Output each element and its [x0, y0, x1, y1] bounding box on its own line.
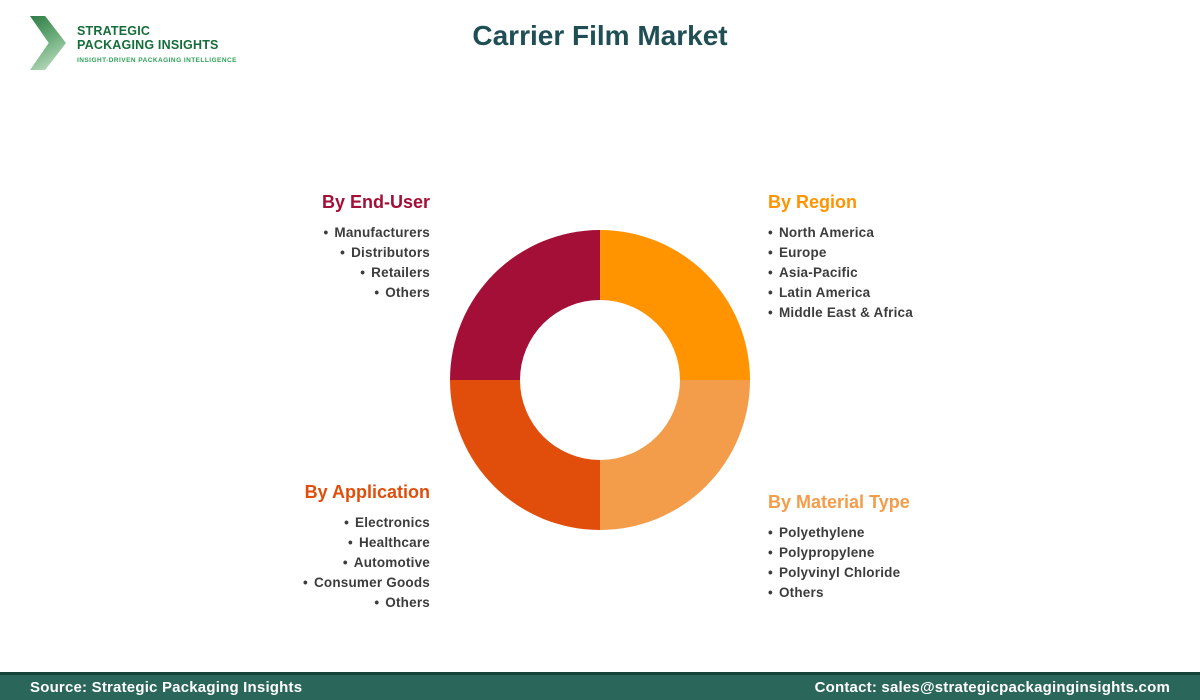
bullet-icon: • [374, 285, 380, 300]
legend-list: • North America • Europe • Asia-Pacific • Latin… [768, 223, 1068, 323]
legend-item-label: North America [778, 225, 875, 240]
legend-item: • Others [768, 583, 1068, 603]
segment-heading: By Application [304, 482, 430, 502]
donut-chart [450, 230, 750, 530]
legend-item: • Latin America [768, 283, 1068, 303]
legend-item: • Healthcare [130, 533, 430, 553]
legend-item: • Manufacturers [130, 223, 430, 243]
bullet-icon: • [348, 535, 353, 550]
legend-list: • Electronics • Healthcare • Automotive • Consu… [130, 513, 430, 613]
bullet-icon: • [768, 565, 773, 580]
bullet-icon: • [768, 545, 773, 560]
legend-item: • Asia-Pacific [768, 263, 1068, 283]
legend-item: • Retailers [130, 263, 430, 283]
legend-item: • Consumer Goods [130, 573, 430, 593]
legend-item: • Polyethylene [768, 523, 1068, 543]
footer-bar: Source: Strategic Packaging Insights Con… [0, 672, 1200, 700]
bullet-icon: • [768, 585, 773, 600]
legend-item-label: Automotive [353, 555, 430, 570]
logo-text: STRATEGIC PACKAGING INSIGHTS INSIGHT-DRI… [77, 24, 237, 70]
bullet-icon: • [342, 555, 348, 570]
legend-item-label: Consumer Goods [313, 575, 430, 590]
legend-item: • Polyvinyl Chloride [768, 563, 1068, 583]
bullet-icon: • [340, 245, 346, 260]
legend-item-label: Retailers [371, 265, 430, 280]
segment-block-application: By Application • Electronics • Healthcare • A… [130, 482, 430, 613]
logo-name-line1: STRATEGIC [77, 24, 151, 38]
bullet-icon: • [768, 525, 773, 540]
bullet-icon: • [303, 575, 308, 590]
bullet-icon: • [323, 225, 329, 240]
legend-item-label: Others [385, 595, 430, 610]
legend-item-label: Latin America [778, 285, 871, 300]
legend-item-label: Others [385, 285, 430, 300]
legend-item: • Distributors [130, 243, 430, 263]
legend-item-label: Polypropylene [778, 545, 875, 560]
bullet-icon: • [768, 265, 773, 280]
segment-heading: By Material Type [768, 492, 910, 512]
bullet-icon: • [768, 305, 773, 320]
legend-list: • Manufacturers • Distributors • Retailers • Ot… [130, 223, 430, 303]
legend-item-label: Asia-Pacific [778, 265, 858, 280]
legend-item-label: Electronics [355, 515, 430, 530]
segment-heading: By End-User [321, 192, 430, 212]
bullet-icon: • [768, 225, 773, 240]
bullet-icon: • [768, 245, 773, 260]
legend-item: • Middle East & Africa [768, 303, 1068, 323]
legend-item-label: Healthcare [358, 535, 430, 550]
donut-hole [520, 300, 680, 460]
footer-contact: Contact: sales@strategicpackaginginsight… [814, 679, 1170, 696]
legend-item: • Automotive [130, 553, 430, 573]
legend-item: • North America [768, 223, 1068, 243]
logo-name-line2: PACKAGING INSIGHTS [77, 38, 219, 52]
footer-source: Source: Strategic Packaging Insights [30, 679, 303, 696]
legend-item: • Polypropylene [768, 543, 1068, 563]
legend-item-label: Others [778, 585, 824, 600]
legend-item-label: Polyethylene [778, 525, 865, 540]
legend-item: • Europe [768, 243, 1068, 263]
legend-item-label: Polyvinyl Chloride [778, 565, 901, 580]
legend-item-label: Manufacturers [334, 225, 430, 240]
legend-item: • Others [130, 593, 430, 613]
page-title: Carrier Film Market [472, 20, 728, 51]
company-logo: STRATEGIC PACKAGING INSIGHTS INSIGHT-DRI… [30, 12, 237, 70]
segment-heading: By Region [768, 192, 858, 212]
legend-item-label: Europe [778, 245, 827, 260]
segment-block-region: By Region • North America • Europe • Asia-Pac… [768, 192, 1068, 323]
bullet-icon: • [768, 285, 773, 300]
logo-tagline: INSIGHT-DRIVEN PACKAGING INTELLIGENCE [77, 57, 237, 64]
bullet-icon: • [374, 595, 380, 610]
bullet-icon: • [360, 265, 366, 280]
segment-block-end-user: By End-User • Manufacturers • Distributors •… [130, 192, 430, 303]
legend-list: • Polyethylene • Polypropylene • Polyvinyl Ch… [768, 523, 1068, 603]
segment-block-material-type: By Material Type • Polyethylene • Polypropy… [768, 492, 1068, 603]
legend-item: • Electronics [130, 513, 430, 533]
legend-item: • Others [130, 283, 430, 303]
legend-item-label: Distributors [351, 245, 430, 260]
bullet-icon: • [344, 515, 350, 530]
legend-item-label: Middle East & Africa [778, 305, 913, 320]
